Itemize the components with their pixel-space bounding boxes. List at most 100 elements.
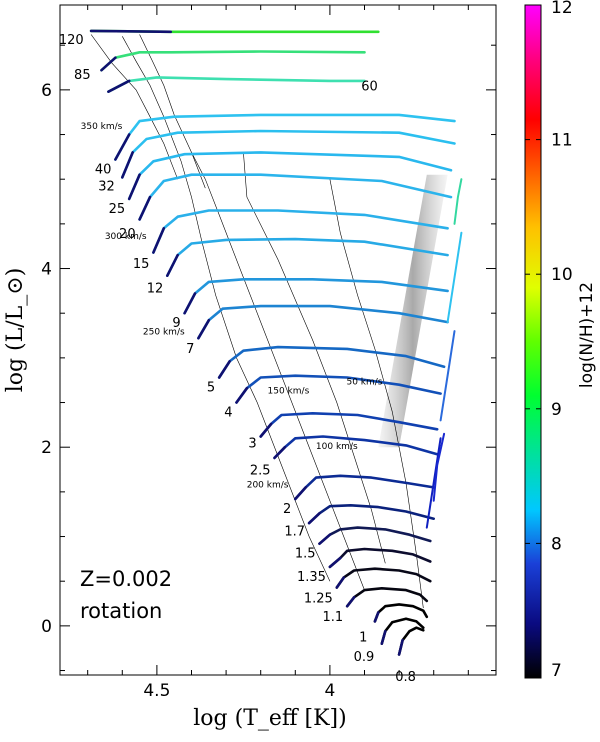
mass-label: 2.5 (250, 464, 271, 479)
zams-segment-60 (107, 79, 131, 93)
mass-label: 2 (283, 502, 291, 517)
mass-label: 1.7 (284, 524, 305, 539)
y-tick-label: 6 (41, 81, 52, 101)
velocity-label: 50 km/s (346, 378, 382, 388)
instability-strip-layer (378, 174, 448, 448)
mass-label: 40 (95, 163, 112, 178)
mass-label: 12 (147, 281, 164, 296)
zams-segment-120 (89, 29, 172, 34)
mass-label: 15 (133, 257, 150, 272)
isochrone-4 (163, 116, 331, 582)
velocity-label: 150 km/s (268, 387, 310, 397)
track-20 (138, 173, 453, 221)
giant-branch-3 (439, 330, 456, 422)
colorbar-tick-label: 7 (551, 661, 562, 681)
zams-segment-0-9 (380, 629, 387, 645)
colorbar-tick-label: 8 (551, 534, 562, 554)
zams-segment-9 (183, 292, 197, 315)
track-85 (100, 50, 366, 72)
zams-segment-0-8 (397, 638, 404, 656)
mass-label: 3 (248, 437, 256, 452)
zams-segment-1-1 (345, 596, 356, 608)
velocity-label: 200 km/s (247, 480, 289, 490)
isochrone-1 (90, 34, 178, 180)
zams-segment-40 (114, 133, 131, 161)
colorbar-tick-label: 12 (551, 0, 573, 18)
mass-label: 60 (361, 79, 378, 94)
x-axis-title: log (T_eff [K]) (193, 706, 346, 731)
plot-frame (59, 4, 497, 676)
track-15 (152, 209, 449, 254)
giant-branch-5 (453, 178, 463, 225)
y-tick-label: 0 (41, 617, 52, 637)
isochrone-5 (191, 152, 365, 591)
velocity-label: 300 km/s (105, 232, 147, 242)
rotation-annotation: rotation (80, 599, 162, 623)
track-1-7 (307, 504, 435, 525)
zams-segment-2 (294, 486, 307, 501)
zams-segment-85 (100, 56, 117, 72)
mass-label: 1.25 (304, 591, 333, 606)
mass-label: 32 (98, 180, 115, 195)
zams-segment-1-7 (307, 511, 321, 525)
mass-label: 1.1 (323, 610, 344, 625)
isochrone-3 (139, 34, 206, 189)
mass-label: 1.35 (297, 570, 326, 585)
track-1-5 (318, 526, 432, 545)
colorbar-label: log(N/H)+12 (577, 282, 597, 388)
x-tick-label: 4.5 (143, 681, 170, 701)
isochrone-6 (243, 152, 386, 564)
isochrone-2 (122, 36, 165, 117)
zams-segment-25 (127, 173, 141, 201)
mass-label: 5 (207, 381, 215, 396)
mass-label: 25 (109, 202, 126, 217)
track-1-35 (328, 547, 432, 569)
colorbar-tick-label: 11 (551, 131, 573, 151)
velocity-label: 250 km/s (143, 328, 185, 338)
zams-segment-1-5 (318, 533, 332, 545)
giant-branch-4 (446, 231, 463, 324)
label-layer: 120 85 60 40 32 25 20 15 12 97 54 3 2.5 2 1.7 1.5 1.35 1.… (59, 33, 416, 685)
zams-segment-7 (197, 319, 211, 340)
mass-label: 0.9 (354, 650, 375, 665)
y-axis-title: log (L/L_⊙) (3, 268, 28, 393)
colorbar-tick-label: 10 (551, 265, 573, 285)
track-1-25 (335, 567, 432, 589)
zams-segment-4 (235, 386, 249, 404)
mass-label: 120 (59, 33, 84, 48)
velocity-label: 100 km/s (316, 442, 358, 452)
tick-layer: 4.5 40 2 4 6 (41, 5, 496, 701)
isochrone-7 (329, 179, 424, 609)
zams-segment-1-25 (335, 576, 345, 589)
mass-label: 20 (119, 227, 136, 242)
zams-segment-1-35 (328, 556, 342, 569)
mass-label: 0.8 (395, 670, 416, 685)
giant-branch-1 (425, 437, 442, 529)
track-layer (89, 29, 463, 656)
colorbar (524, 4, 542, 679)
track-1-1 (345, 587, 429, 608)
y-tick-label: 2 (41, 438, 52, 458)
velocity-label: 350 km/s (81, 122, 123, 132)
zams-segment-20 (138, 195, 152, 221)
instability-strip (378, 174, 448, 448)
zams-segment-3 (259, 422, 273, 438)
mass-label: 7 (186, 342, 194, 357)
zams-segment-5 (217, 360, 231, 379)
mass-label: 4 (224, 406, 232, 421)
zams-segment-2-5 (273, 445, 287, 460)
colorbar-tick-label: 9 (551, 400, 562, 420)
zams-segment-15 (152, 227, 166, 254)
zams-segment-32 (121, 151, 134, 179)
track-60 (107, 76, 366, 93)
metallicity-annotation: Z=0.002 (80, 567, 172, 591)
mass-label: 9 (172, 316, 180, 331)
zams-segment-12 (166, 253, 179, 277)
giant-branch-2 (432, 432, 446, 502)
colorbar-ticks: 7 8 9 10 11 12 (525, 0, 573, 681)
mass-label: 1.5 (295, 547, 316, 562)
zams-segment-1 (373, 611, 380, 623)
mass-label: 85 (74, 68, 91, 83)
isochrone-layer (90, 34, 424, 609)
